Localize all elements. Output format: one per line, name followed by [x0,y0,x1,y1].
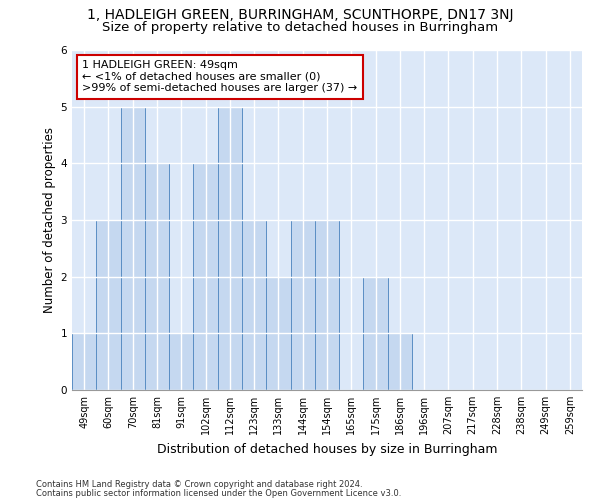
Bar [364,276,388,390]
X-axis label: Distribution of detached houses by size in Burringham: Distribution of detached houses by size … [157,442,497,456]
Text: Size of property relative to detached houses in Burringham: Size of property relative to detached ho… [102,21,498,34]
Bar [290,220,315,390]
Text: 1, HADLEIGH GREEN, BURRINGHAM, SCUNTHORPE, DN17 3NJ: 1, HADLEIGH GREEN, BURRINGHAM, SCUNTHORP… [87,8,513,22]
Bar [266,276,290,390]
Bar [96,220,121,390]
Bar [315,220,339,390]
Text: Contains HM Land Registry data © Crown copyright and database right 2024.: Contains HM Land Registry data © Crown c… [36,480,362,489]
Bar [218,106,242,390]
Bar [121,106,145,390]
Bar [72,334,96,390]
Bar [193,164,218,390]
Bar [145,164,169,390]
Y-axis label: Number of detached properties: Number of detached properties [43,127,56,313]
Bar [388,334,412,390]
Bar [242,220,266,390]
Bar [169,334,193,390]
Text: Contains public sector information licensed under the Open Government Licence v3: Contains public sector information licen… [36,489,401,498]
Text: 1 HADLEIGH GREEN: 49sqm
← <1% of detached houses are smaller (0)
>99% of semi-de: 1 HADLEIGH GREEN: 49sqm ← <1% of detache… [82,60,358,94]
